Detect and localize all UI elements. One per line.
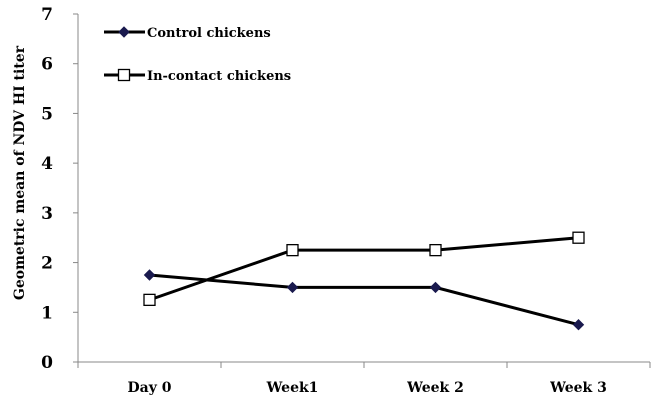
series-1 [143, 269, 585, 331]
y-tick-label: 5 [41, 104, 53, 124]
y-tick-label: 1 [41, 303, 53, 323]
y-tick-label: 6 [41, 55, 53, 75]
legend-label: Control chickens [147, 26, 271, 41]
legend-marker [117, 68, 131, 82]
data-point [286, 281, 299, 294]
data-point [429, 281, 442, 294]
y-tick-label: 4 [41, 154, 53, 174]
series-layer [143, 231, 585, 331]
data-point [429, 243, 442, 257]
y-tick-label: 3 [41, 204, 53, 224]
y-axis-label: Geometric mean of NDV HI titer [12, 45, 28, 300]
series-2 [143, 231, 585, 307]
legend-item: Control chickens [104, 26, 271, 41]
legend-label: In-contact chickens [147, 69, 291, 84]
x-tick-label: Week 3 [549, 380, 607, 396]
data-point [572, 319, 585, 331]
x-tick-label: Day 0 [128, 380, 172, 396]
x-tick-label: Week 2 [406, 380, 464, 396]
y-axis-ticks: 0 1 2 3 4 5 6 7 [41, 5, 78, 373]
data-point [572, 231, 585, 244]
x-tick-label: Week1 [266, 380, 319, 396]
legend: Control chickens In-contact chickens [104, 26, 291, 84]
data-point [143, 293, 156, 307]
x-axis-ticks: Day 0 Week1 Week 2 Week 3 [77, 362, 651, 396]
y-tick-label: 7 [41, 5, 53, 25]
legend-item: In-contact chickens [104, 68, 291, 84]
series-line [149, 273, 579, 327]
data-point [286, 243, 299, 257]
legend-marker [118, 26, 130, 38]
y-tick-label: 0 [41, 353, 53, 373]
y-tick-label: 2 [41, 254, 53, 274]
data-point [143, 269, 156, 281]
series-line [149, 236, 579, 302]
